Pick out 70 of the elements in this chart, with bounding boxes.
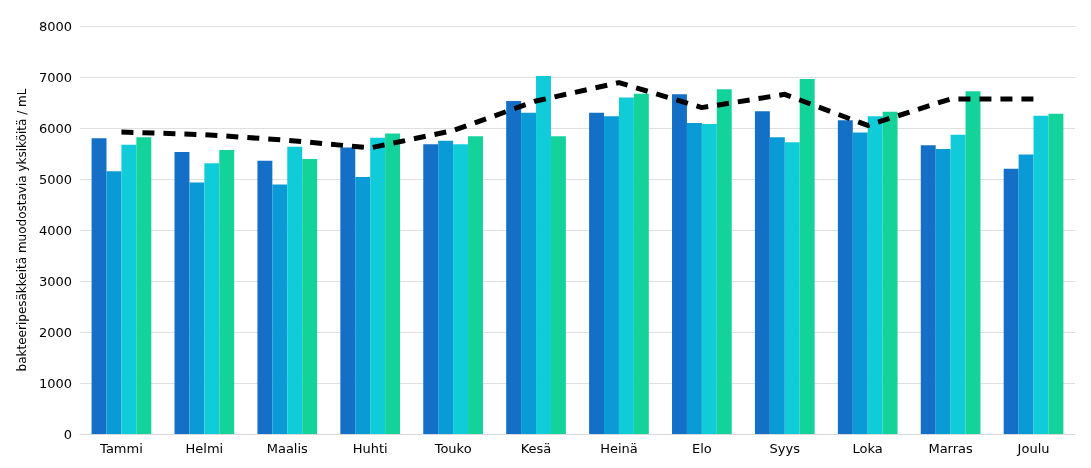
y-tick-label: 2000: [38, 324, 72, 340]
bar: [837, 120, 853, 434]
x-tick-label: Touko: [433, 441, 472, 456]
y-tick-label: 0: [63, 426, 72, 442]
bar: [633, 93, 649, 434]
bar: [716, 89, 732, 434]
bar: [189, 182, 205, 434]
bar: [174, 151, 190, 434]
bar: [769, 137, 785, 434]
bar: [136, 137, 152, 434]
x-tick-label: Helmi: [185, 441, 224, 456]
bar: [340, 147, 356, 434]
bar: [867, 116, 883, 434]
bar: [852, 132, 868, 434]
bar: [272, 184, 288, 434]
bar: [370, 137, 386, 434]
bar: [618, 97, 634, 434]
x-tick-label: Loka: [852, 441, 883, 456]
bar: [453, 144, 469, 434]
y-tick-label: 6000: [38, 120, 72, 136]
x-tick-label: Kesä: [520, 441, 552, 456]
bar: [385, 133, 401, 434]
bar: [287, 146, 303, 434]
bar: [355, 176, 371, 434]
y-tick-label: 7000: [38, 69, 72, 85]
bar: [686, 122, 702, 434]
bar: [302, 159, 318, 434]
y-tick-label: 3000: [38, 273, 72, 289]
bar: [1033, 115, 1049, 434]
bar: [536, 75, 551, 434]
bar: [423, 144, 439, 434]
bar: [91, 138, 107, 434]
y-tick-label: 5000: [38, 171, 72, 187]
bar: [965, 91, 981, 434]
x-tick-label: Huhti: [352, 441, 388, 456]
x-tick-label: Syys: [769, 441, 801, 456]
bar: [1048, 113, 1064, 434]
bar: [438, 140, 454, 434]
y-axis-title: bakteeripesäkkeitä muodostavia yksiköitä / mL: [15, 88, 29, 372]
bar: [799, 79, 815, 434]
bar: [589, 112, 605, 434]
bar: [219, 149, 235, 434]
bar: [521, 112, 537, 434]
bar: [506, 100, 522, 434]
x-tick-label: Marras: [928, 441, 974, 456]
bar: [1018, 154, 1034, 434]
bar: [257, 160, 273, 434]
y-tick-label: 4000: [38, 222, 72, 238]
y-tick-label: 1000: [38, 375, 72, 391]
bar: [604, 116, 619, 434]
bar: [935, 148, 951, 434]
x-tick-label: Maalis: [266, 441, 309, 456]
x-tick-label: Joulu: [1016, 441, 1050, 456]
bar: [784, 142, 800, 434]
bar: [882, 111, 898, 434]
y-tick-label: 8000: [38, 18, 72, 34]
bar: [204, 163, 220, 434]
bar: [121, 144, 137, 434]
bar: [672, 94, 687, 434]
bar: [468, 136, 483, 434]
bar: [550, 136, 566, 434]
bar: [1003, 168, 1019, 434]
x-tick-label: Elo: [691, 441, 712, 456]
x-tick-label: Heinä: [600, 441, 638, 456]
bar: [754, 111, 770, 434]
x-tick-label: Tammi: [99, 441, 143, 456]
bar: [920, 145, 936, 434]
bar: [950, 134, 966, 434]
bar: [701, 123, 717, 434]
bar: [106, 171, 122, 434]
